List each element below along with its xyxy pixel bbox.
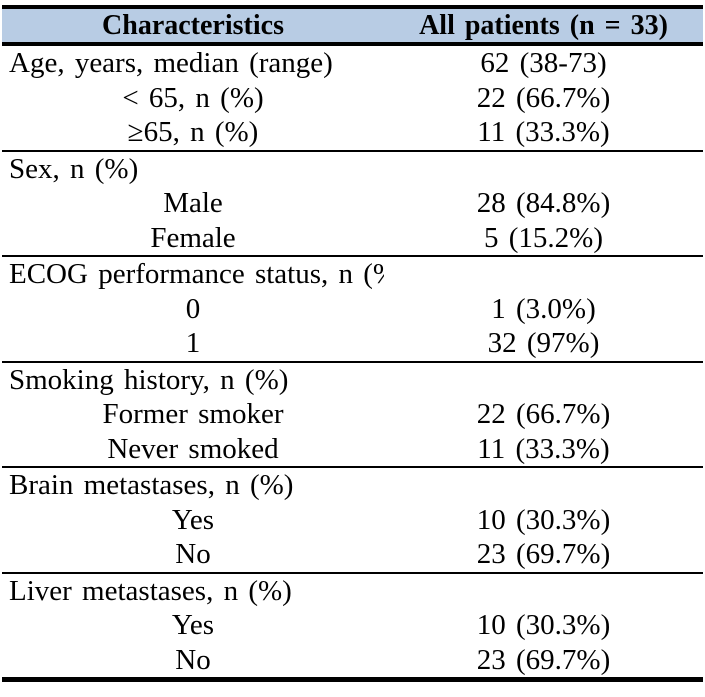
row-sublabel: Female xyxy=(150,221,236,254)
table-row: Never smoked 11 (33.3%) xyxy=(2,432,703,467)
row-group-label: Sex, n (%) xyxy=(9,152,139,185)
table-row: Smoking history, n (%) xyxy=(2,363,703,398)
table-body: Age, years, median (range) 62 (38-73) < 65… xyxy=(2,46,703,677)
row-value: 22 (66.7%) xyxy=(476,398,611,430)
table-row: No 23 (69.7%) xyxy=(2,537,703,572)
table-section: Sex, n (%) Male 28 (84.8%) Female 5 (15.2%) xyxy=(2,152,703,257)
table-row: Liver metastases, n (%) xyxy=(2,574,703,609)
row-sublabel: No xyxy=(175,643,211,676)
row-group-label: Smoking history, n (%) xyxy=(9,363,289,396)
row-sublabel: Former smoker xyxy=(102,398,284,430)
row-value: 23 (69.7%) xyxy=(476,538,611,570)
row-value: 10 (30.3%) xyxy=(476,503,611,536)
row-value: 11 (33.3%) xyxy=(477,432,610,465)
table-header-row: Characteristics All patients (n = 33) xyxy=(2,9,703,46)
table-row: Sex, n (%) xyxy=(2,152,703,187)
row-value: 28 (84.8%) xyxy=(476,187,611,219)
row-group-label: Age, years, median (range) xyxy=(9,47,333,79)
table-section: Liver metastases, n (%) Yes 10 (30.3%) No 23… xyxy=(2,574,703,678)
row-group-label: Brain metastases, n (%) xyxy=(9,469,294,501)
row-sublabel: No xyxy=(175,538,211,570)
row-sublabel: Yes xyxy=(171,609,215,641)
table-row: Age, years, median (range) 62 (38-73) xyxy=(2,46,703,81)
row-value: 22 (66.7%) xyxy=(476,81,611,114)
table-section: Smoking history, n (%) Former smoker 22 (6… xyxy=(2,363,703,468)
row-sublabel: 0 xyxy=(185,292,201,325)
table-section: Age, years, median (range) 62 (38-73) < 65… xyxy=(2,46,703,152)
row-sublabel: Yes xyxy=(171,503,215,536)
row-value xyxy=(384,152,703,187)
table-row: ≥65, n (%) 11 (33.3%) xyxy=(2,115,703,150)
row-value: 5 (15.2%) xyxy=(484,221,603,254)
table-row: Brain metastases, n (%) xyxy=(2,468,703,503)
row-value: 1 (3.0%) xyxy=(491,292,596,325)
row-sublabel: 1 xyxy=(185,327,201,359)
row-value xyxy=(384,574,703,609)
row-sublabel: < 65, n (%) xyxy=(122,81,264,114)
column-header-all-patients: All patients (n = 33) xyxy=(419,10,668,41)
row-value xyxy=(384,257,703,292)
row-sublabel: Male xyxy=(163,187,223,219)
table-row: Male 28 (84.8%) xyxy=(2,186,703,221)
row-value: 11 (33.3%) xyxy=(477,116,610,148)
table-row: No 23 (69.7%) xyxy=(2,643,703,678)
table-row: ECOG performance status, n (%) xyxy=(2,257,703,292)
row-sublabel: ≥65, n (%) xyxy=(127,116,259,148)
row-value: 32 (97%) xyxy=(487,327,600,359)
row-value: 23 (69.7%) xyxy=(476,643,611,676)
table-section: Brain metastases, n (%) Yes 10 (30.3%) No 23… xyxy=(2,468,703,574)
table-section: ECOG performance status, n (%) 0 1 (3.0%) 1… xyxy=(2,257,703,363)
patient-characteristics-table: Characteristics All patients (n = 33) Ag… xyxy=(2,5,703,682)
row-sublabel: Never smoked xyxy=(107,432,279,465)
row-value: 10 (30.3%) xyxy=(476,609,611,641)
row-value: 62 (38-73) xyxy=(480,47,607,79)
column-header-characteristics: Characteristics xyxy=(102,10,284,41)
table-row: Female 5 (15.2%) xyxy=(2,221,703,256)
table-row: Yes 10 (30.3%) xyxy=(2,608,703,643)
table-row: Former smoker 22 (66.7%) xyxy=(2,397,703,432)
table-row: 1 32 (97%) xyxy=(2,326,703,361)
row-value xyxy=(384,468,703,503)
table-row: 0 1 (3.0%) xyxy=(2,292,703,327)
row-group-label: Liver metastases, n (%) xyxy=(9,574,292,607)
table-row: < 65, n (%) 22 (66.7%) xyxy=(2,81,703,116)
row-group-label: ECOG performance status, n (%) xyxy=(9,258,384,290)
row-value xyxy=(384,363,703,398)
table-row: Yes 10 (30.3%) xyxy=(2,503,703,538)
